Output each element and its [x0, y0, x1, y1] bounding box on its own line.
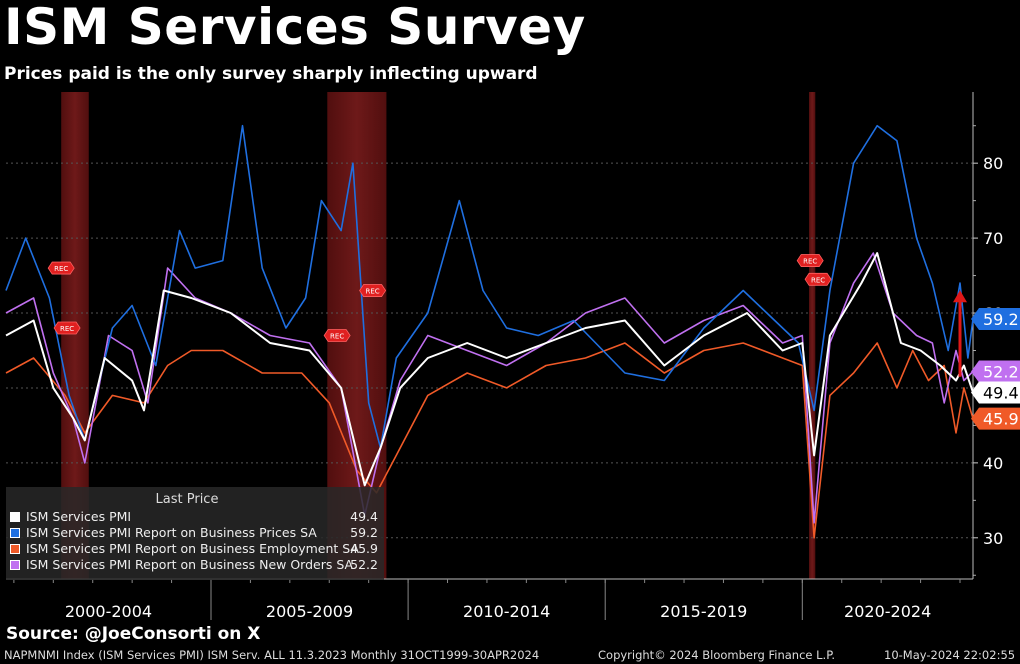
- y-tick-label: 70: [983, 229, 1003, 248]
- page-subtitle: Prices paid is the only survey sharply i…: [4, 64, 538, 84]
- last-value-label: 59.2: [983, 310, 1019, 329]
- y-tick-label: 40: [983, 454, 1003, 473]
- recession-marker-label: REC: [54, 265, 68, 273]
- footer-timestamp: 10-May-2024 22:02:55: [884, 648, 1015, 662]
- legend-swatch: [10, 544, 20, 554]
- x-group-label: 2015-2019: [660, 602, 747, 621]
- legend-value: 59.2: [350, 525, 378, 540]
- page-title: ISM Services Survey: [4, 0, 586, 56]
- recession-marker-label: REC: [803, 258, 817, 266]
- legend-item-employment: ISM Services PMI Report on Business Empl…: [10, 541, 382, 557]
- legend-label: ISM Services PMI: [26, 509, 131, 524]
- legend-item-new-orders: ISM Services PMI Report on Business New …: [10, 557, 382, 573]
- footer-copyright: Copyright© 2024 Bloomberg Finance L.P.: [598, 648, 835, 662]
- x-group-label: 2010-2014: [463, 602, 550, 621]
- trend-arrow-head: [953, 290, 967, 302]
- last-value-label: 49.4: [983, 383, 1019, 402]
- legend-swatch: [10, 528, 20, 538]
- legend-value: 45.9: [350, 541, 378, 556]
- y-tick-label: 30: [983, 529, 1003, 548]
- last-value-label: 45.9: [983, 410, 1019, 429]
- legend-value: 49.4: [350, 509, 378, 524]
- legend-item-prices: ISM Services PMI Report on Business Pric…: [10, 525, 382, 541]
- recession-marker-label: REC: [811, 276, 825, 284]
- x-group-label: 2005-2009: [266, 602, 353, 621]
- footer-index-info: NAPMNMI Index (ISM Services PMI) ISM Ser…: [4, 648, 539, 662]
- series-line: [6, 126, 973, 448]
- source-label: Source: @JoeConsorti on X: [6, 624, 260, 644]
- legend-header: Last Price: [156, 492, 219, 507]
- last-value-label: 52.2: [983, 362, 1019, 381]
- recession-marker-label: REC: [366, 288, 380, 296]
- legend-swatch: [10, 512, 20, 522]
- x-group-label: 2020-2024: [844, 602, 931, 621]
- legend-label: ISM Services PMI Report on Business Empl…: [26, 541, 359, 556]
- legend-item-services-pmi: ISM Services PMI 49.4: [10, 509, 382, 525]
- y-tick-label: 80: [983, 154, 1003, 173]
- legend-label: ISM Services PMI Report on Business Pric…: [26, 525, 317, 540]
- legend-label: ISM Services PMI Report on Business New …: [26, 557, 353, 572]
- recession-marker-label: REC: [330, 333, 344, 341]
- legend-value: 52.2: [350, 557, 378, 572]
- chart-legend: Last Price ISM Services PMI 49.4 ISM Ser…: [6, 487, 384, 580]
- legend-swatch: [10, 560, 20, 570]
- recession-marker-label: REC: [60, 325, 74, 333]
- x-group-label: 2000-2004: [65, 602, 152, 621]
